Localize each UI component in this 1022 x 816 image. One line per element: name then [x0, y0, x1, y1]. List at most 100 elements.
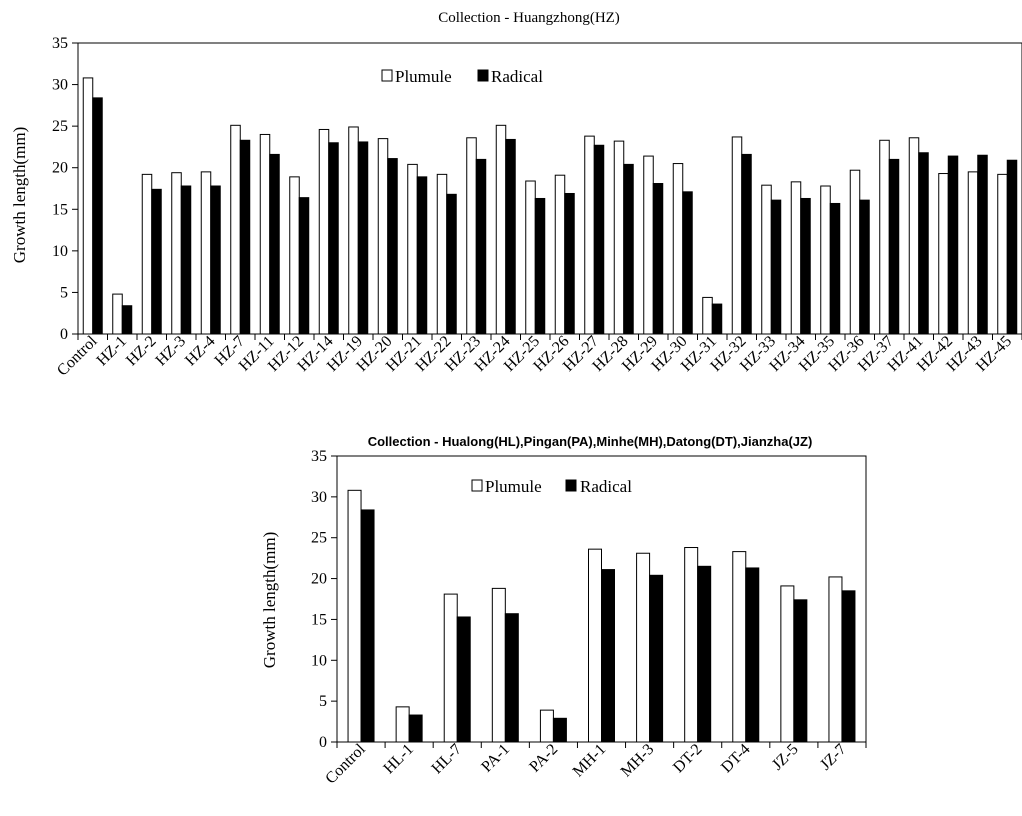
bar-plumule-hz-4	[200, 171, 212, 335]
x-tick-label: PA-2	[526, 741, 561, 776]
bar-radical-control	[92, 97, 103, 335]
bar-plumule-hz-33	[761, 184, 772, 335]
bar-plumule-pa-1	[491, 587, 506, 743]
x-tick-label: PA-1	[478, 741, 513, 776]
bar-radical-hl-7	[456, 616, 471, 743]
bar-radical-hz-29	[652, 183, 664, 335]
bar-plumule-hz-36	[849, 169, 861, 335]
bar-radical-pa-2	[552, 717, 567, 743]
bar-plumule-hz-28	[613, 140, 625, 335]
x-tick-label: HZ-1	[94, 333, 131, 370]
y-tick-label: 25	[311, 530, 327, 547]
y-tick-label: 35	[52, 35, 68, 52]
bar-plumule-hz-30	[672, 163, 684, 335]
bars	[347, 489, 856, 743]
bar-plumule-hz-22	[436, 173, 448, 335]
bar-radical-hz-32	[741, 153, 752, 335]
bar-radical-dt-2	[697, 565, 712, 743]
y-tick-label: 30	[311, 489, 327, 506]
bar-radical-hz-25	[534, 197, 546, 335]
y-tick-label: 35	[311, 448, 327, 465]
x-tick-label: Control	[322, 740, 369, 787]
legend: Plumule Radical	[471, 477, 632, 496]
bar-plumule-hz-11	[259, 133, 271, 335]
x-tick-label: MH-3	[618, 741, 658, 781]
y-tick-label: 5	[60, 284, 68, 301]
bar-plumule-hz-20	[377, 138, 389, 335]
bar-radical-mh-1	[601, 569, 615, 743]
bar-plumule-hz-35	[820, 185, 831, 335]
bar-radical-jz-7	[841, 590, 856, 743]
chart-regions: Collection - Hualong(HL),Pingan(PA),Minh…	[260, 434, 867, 787]
bar-radical-hz-21	[416, 176, 428, 335]
bar-radical-jz-5	[793, 599, 808, 743]
bar-radical-hz-1	[121, 305, 133, 335]
x-tick-label: DT-4	[718, 741, 753, 776]
bar-radical-hz-22	[446, 193, 457, 335]
bar-radical-hz-20	[387, 158, 398, 335]
bar-radical-hz-24	[505, 138, 516, 335]
bar-radical-hz-27	[593, 144, 605, 335]
y-tick-label: 0	[319, 734, 327, 751]
x-tick-label: HZ-2	[123, 333, 160, 370]
bar-radical-hz-12	[298, 197, 310, 335]
bar-radical-hz-3	[180, 185, 192, 335]
bar-plumule-hz-42	[938, 173, 949, 335]
y-tick-label: 10	[52, 243, 68, 260]
bar-plumule-hz-14	[318, 128, 330, 335]
bar-radical-hz-19	[357, 141, 369, 335]
y-tick-label: 5	[319, 693, 327, 710]
legend-label-plumule: Plumule	[395, 67, 452, 86]
y-tick-label: 20	[311, 571, 327, 588]
bar-plumule-hz-41	[908, 137, 920, 335]
bar-plumule-hl-1	[395, 706, 410, 743]
bar-radical-mh-3	[649, 574, 664, 743]
bar-radical-hz-14	[328, 142, 339, 335]
bar-plumule-hz-37	[879, 139, 890, 335]
bar-radical-hz-43	[977, 154, 988, 335]
bar-plumule-hz-23	[466, 137, 477, 335]
bar-plumule-hz-34	[790, 181, 802, 335]
bar-plumule-hz-24	[495, 124, 507, 335]
bar-plumule-hz-31	[702, 296, 713, 335]
bar-plumule-hz-27	[584, 135, 595, 335]
bar-radical-hz-30	[682, 191, 693, 335]
bar-radical-control	[360, 509, 375, 743]
bar-plumule-hz-19	[348, 126, 359, 335]
bar-plumule-hz-1	[112, 293, 123, 335]
bar-plumule-control	[82, 77, 94, 335]
y-axis-label: Growth length(mm)	[10, 127, 29, 263]
x-tick-label: JZ-5	[769, 741, 802, 774]
legend-label-radical: Radical	[580, 477, 632, 496]
y-tick-label: 15	[52, 201, 68, 218]
chart-title: Collection - Huangzhong(HZ)	[438, 10, 620, 26]
bar-plumule-hz-43	[967, 171, 979, 335]
legend-label-radical: Radical	[491, 67, 543, 86]
y-tick-label: 30	[52, 77, 68, 94]
bar-radical-hz-41	[918, 152, 929, 335]
bar-plumule-dt-2	[684, 547, 699, 743]
bar-plumule-hz-25	[525, 180, 536, 335]
legend-swatch-radical	[565, 479, 577, 492]
bar-radical-hz-37	[888, 158, 900, 335]
bar-plumule-mh-3	[636, 552, 651, 743]
bar-plumule-hz-29	[643, 155, 654, 335]
legend: Plumule Radical	[381, 67, 543, 86]
bar-plumule-mh-1	[588, 548, 602, 743]
bar-radical-hz-26	[564, 192, 575, 335]
bar-radical-hz-31	[711, 303, 723, 335]
y-tick-label: 20	[52, 160, 68, 177]
bar-plumule-hz-12	[289, 176, 300, 335]
y-tick-label: 10	[311, 652, 327, 669]
bar-radical-dt-4	[745, 567, 760, 743]
legend-label-plumule: Plumule	[485, 477, 542, 496]
bar-plumule-hz-26	[554, 174, 566, 335]
bar-plumule-hz-2	[141, 173, 153, 335]
y-tick-label: 15	[311, 611, 327, 628]
legend-swatch-plumule	[381, 69, 393, 82]
y-tick-label: 0	[60, 326, 68, 343]
bar-radical-pa-1	[504, 613, 519, 743]
bar-plumule-hz-3	[171, 172, 182, 335]
bar-plumule-jz-7	[828, 576, 843, 743]
